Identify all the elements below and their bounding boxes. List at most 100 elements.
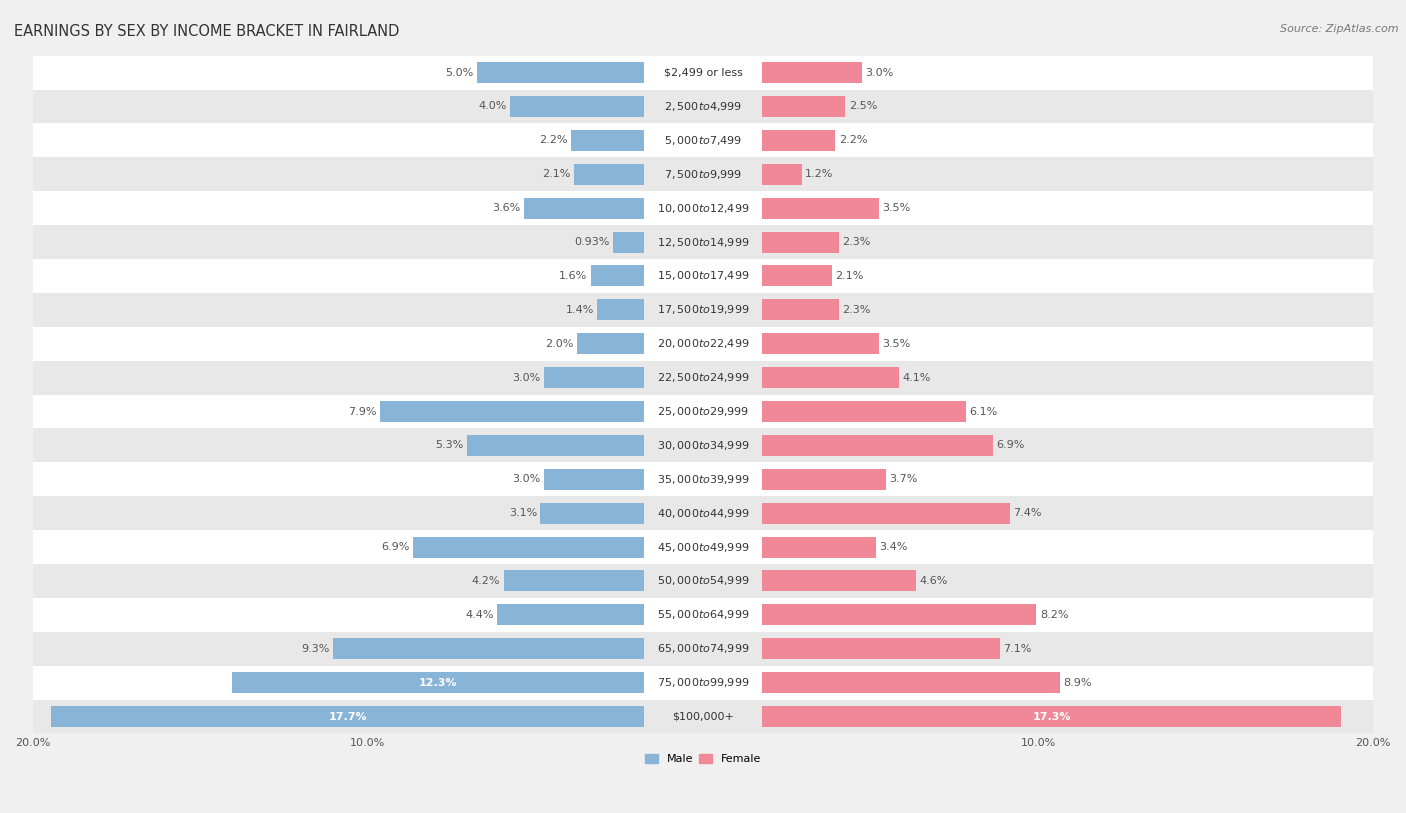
Bar bbox=[762, 571, 915, 592]
Bar bbox=[32, 225, 1374, 259]
Text: $45,000 to $49,999: $45,000 to $49,999 bbox=[657, 541, 749, 554]
Text: $50,000 to $54,999: $50,000 to $54,999 bbox=[657, 575, 749, 588]
Bar bbox=[380, 401, 644, 422]
Text: $7,500 to $9,999: $7,500 to $9,999 bbox=[664, 167, 742, 180]
Bar bbox=[32, 428, 1374, 463]
Text: $5,000 to $7,499: $5,000 to $7,499 bbox=[664, 134, 742, 147]
Text: 5.3%: 5.3% bbox=[434, 441, 464, 450]
Bar bbox=[578, 333, 644, 354]
Text: 9.3%: 9.3% bbox=[301, 644, 329, 654]
Text: 2.3%: 2.3% bbox=[842, 305, 870, 315]
Bar bbox=[762, 537, 876, 558]
Bar bbox=[32, 666, 1374, 699]
Text: 5.0%: 5.0% bbox=[446, 67, 474, 77]
Bar bbox=[477, 62, 644, 83]
Text: 3.0%: 3.0% bbox=[512, 474, 540, 485]
Bar bbox=[503, 571, 644, 592]
Text: 8.9%: 8.9% bbox=[1063, 678, 1092, 688]
Bar bbox=[510, 96, 644, 117]
Bar bbox=[598, 299, 644, 320]
Text: 8.2%: 8.2% bbox=[1040, 610, 1069, 620]
Bar bbox=[496, 604, 644, 625]
Text: $40,000 to $44,999: $40,000 to $44,999 bbox=[657, 506, 749, 520]
Legend: Male, Female: Male, Female bbox=[640, 750, 766, 768]
Text: 3.4%: 3.4% bbox=[879, 542, 907, 552]
Bar bbox=[413, 537, 644, 558]
Bar bbox=[467, 435, 644, 456]
Bar bbox=[32, 191, 1374, 225]
Bar bbox=[32, 293, 1374, 327]
Bar bbox=[762, 604, 1036, 625]
Bar bbox=[591, 265, 644, 286]
Text: 7.1%: 7.1% bbox=[1002, 644, 1032, 654]
Text: 2.5%: 2.5% bbox=[849, 102, 877, 111]
Bar bbox=[32, 699, 1374, 733]
Text: 7.4%: 7.4% bbox=[1012, 508, 1042, 518]
Text: $30,000 to $34,999: $30,000 to $34,999 bbox=[657, 439, 749, 452]
Text: 17.7%: 17.7% bbox=[329, 711, 367, 721]
Bar bbox=[762, 401, 966, 422]
Text: $10,000 to $12,499: $10,000 to $12,499 bbox=[657, 202, 749, 215]
Bar bbox=[762, 265, 832, 286]
Bar bbox=[523, 198, 644, 219]
Bar bbox=[613, 232, 644, 253]
Bar bbox=[32, 361, 1374, 394]
Bar bbox=[762, 672, 1060, 693]
Bar bbox=[32, 394, 1374, 428]
Text: $20,000 to $22,499: $20,000 to $22,499 bbox=[657, 337, 749, 350]
Bar bbox=[762, 435, 993, 456]
Text: $17,500 to $19,999: $17,500 to $19,999 bbox=[657, 303, 749, 316]
Text: $100,000+: $100,000+ bbox=[672, 711, 734, 721]
Bar bbox=[571, 130, 644, 151]
Text: 3.7%: 3.7% bbox=[889, 474, 917, 485]
Bar bbox=[762, 198, 879, 219]
Bar bbox=[762, 299, 839, 320]
Bar bbox=[32, 89, 1374, 124]
Text: 2.2%: 2.2% bbox=[839, 136, 868, 146]
Bar bbox=[51, 706, 644, 727]
Bar bbox=[762, 469, 886, 489]
Text: 1.4%: 1.4% bbox=[565, 305, 595, 315]
Bar bbox=[32, 632, 1374, 666]
Text: $12,500 to $14,999: $12,500 to $14,999 bbox=[657, 236, 749, 249]
Text: Source: ZipAtlas.com: Source: ZipAtlas.com bbox=[1281, 24, 1399, 34]
Text: $65,000 to $74,999: $65,000 to $74,999 bbox=[657, 642, 749, 655]
Bar bbox=[762, 232, 839, 253]
Text: 7.9%: 7.9% bbox=[347, 406, 377, 416]
Bar bbox=[333, 638, 644, 659]
Text: 1.6%: 1.6% bbox=[560, 271, 588, 281]
Bar bbox=[32, 259, 1374, 293]
Bar bbox=[762, 333, 879, 354]
Text: 6.1%: 6.1% bbox=[970, 406, 998, 416]
Bar bbox=[762, 706, 1341, 727]
Text: 4.2%: 4.2% bbox=[472, 576, 501, 586]
Text: $35,000 to $39,999: $35,000 to $39,999 bbox=[657, 473, 749, 486]
Text: 17.3%: 17.3% bbox=[1032, 711, 1071, 721]
Bar bbox=[762, 130, 835, 151]
Text: 3.5%: 3.5% bbox=[883, 339, 911, 349]
Text: $15,000 to $17,499: $15,000 to $17,499 bbox=[657, 269, 749, 282]
Text: 6.9%: 6.9% bbox=[997, 441, 1025, 450]
Text: 2.3%: 2.3% bbox=[842, 237, 870, 247]
Text: 3.5%: 3.5% bbox=[883, 203, 911, 213]
Text: 3.1%: 3.1% bbox=[509, 508, 537, 518]
Text: $2,500 to $4,999: $2,500 to $4,999 bbox=[664, 100, 742, 113]
Text: 1.2%: 1.2% bbox=[806, 169, 834, 180]
Bar bbox=[762, 62, 862, 83]
Text: $75,000 to $99,999: $75,000 to $99,999 bbox=[657, 676, 749, 689]
Text: $2,499 or less: $2,499 or less bbox=[664, 67, 742, 77]
Bar bbox=[762, 96, 845, 117]
Text: 2.1%: 2.1% bbox=[543, 169, 571, 180]
Bar bbox=[574, 163, 644, 185]
Text: 2.1%: 2.1% bbox=[835, 271, 863, 281]
Text: 2.2%: 2.2% bbox=[538, 136, 567, 146]
Text: 6.9%: 6.9% bbox=[381, 542, 409, 552]
Text: 0.93%: 0.93% bbox=[575, 237, 610, 247]
Bar bbox=[544, 469, 644, 489]
Text: 4.1%: 4.1% bbox=[903, 372, 931, 383]
Text: 2.0%: 2.0% bbox=[546, 339, 574, 349]
Bar bbox=[32, 496, 1374, 530]
Text: 3.0%: 3.0% bbox=[512, 372, 540, 383]
Text: $22,500 to $24,999: $22,500 to $24,999 bbox=[657, 371, 749, 384]
Text: EARNINGS BY SEX BY INCOME BRACKET IN FAIRLAND: EARNINGS BY SEX BY INCOME BRACKET IN FAI… bbox=[14, 24, 399, 39]
